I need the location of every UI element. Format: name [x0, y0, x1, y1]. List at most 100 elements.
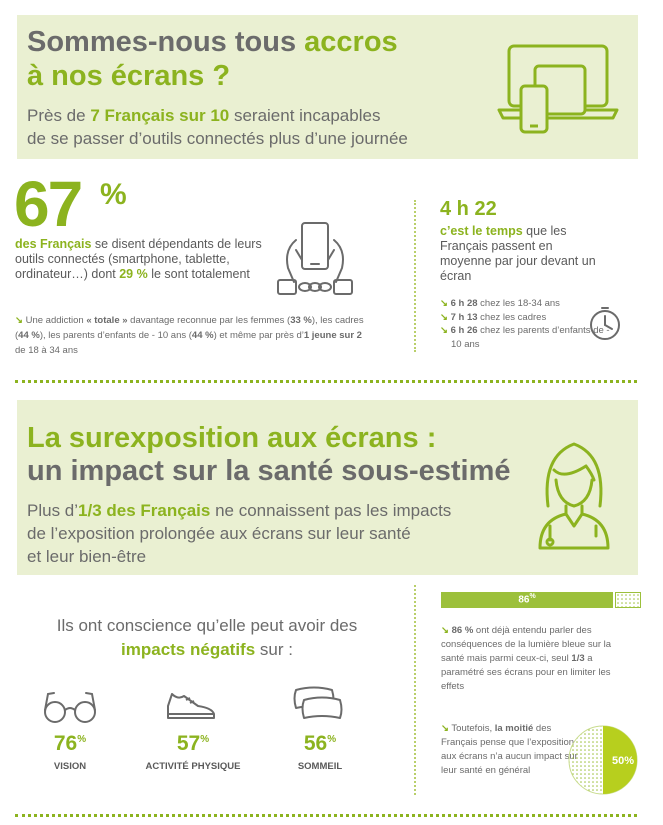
bar-label-unit: %: [529, 593, 536, 600]
time-bold: c’est le temps: [440, 224, 523, 238]
pct-unit: %: [77, 734, 87, 745]
blue-light-text: ↘ 86 % ont déjà entendu parler des consé…: [441, 624, 621, 694]
note-text: de 18 à 34 ans: [15, 345, 78, 356]
half-bold: la moitié: [494, 723, 534, 734]
pct-unit: %: [327, 734, 337, 745]
note-text: ) et même par près d’: [213, 330, 304, 341]
pct-value: 76: [53, 732, 78, 755]
arrow-icon: ↘: [441, 625, 452, 636]
item-bold: 6 h 28: [450, 298, 478, 309]
arrow-icon: ↘: [441, 723, 449, 734]
sub-bold: 1/3 des Français: [78, 501, 211, 520]
half-text: ↘ Toutefois, la moitié des Français pens…: [441, 722, 581, 778]
item-bold: 7 h 13: [450, 311, 478, 323]
half-pre: Toutefois,: [448, 723, 495, 734]
section1-subtitle: Près de 7 Français sur 10 seraient incap…: [27, 104, 408, 150]
half-desc: des Français pense que l’exposition aux …: [441, 723, 578, 776]
note-bold: 1 jeune sur 2: [303, 330, 362, 341]
pct-value: 57: [176, 732, 201, 755]
half-pie-chart: 50%: [568, 725, 638, 795]
title-line2: un impact sur la santé sous-estimé: [27, 455, 511, 487]
section2-title: La surexposition aux écrans : un impact …: [27, 422, 510, 488]
bl-bold: 86 %: [451, 625, 474, 636]
note-bold: 33 %: [290, 315, 312, 326]
pct-unit: %: [200, 734, 210, 745]
title-accent: accros: [304, 26, 398, 58]
stat-text: le sont totalement: [147, 267, 250, 281]
time-list: ↘ 6 h 28 chez les 18-34 ans ↘ 7 h 13 che…: [440, 297, 610, 351]
stat-bold: 29 %: [119, 267, 148, 281]
item-bold: 6 h 26: [450, 325, 478, 336]
bar-label: 86%: [441, 593, 613, 605]
bl-text: ont déjà entendu parler des conséquences…: [441, 625, 612, 664]
pie-label: 50%: [612, 755, 634, 767]
bar-label-value: 86: [518, 594, 530, 606]
aware-line2: impacts négatifs sur :: [22, 638, 392, 662]
aware-post: sur :: [255, 640, 293, 659]
clock-icon: [590, 307, 620, 340]
health-banner: [17, 400, 638, 575]
sub-text: de l’exposition prolongée aux écrans sur…: [27, 524, 411, 543]
sub-text: de se passer d’outils connectés plus d’u…: [27, 129, 408, 148]
impact-activity-label: ACTIVITÉ PHYSIQUE: [145, 761, 241, 772]
sub-text: seraient incapables: [229, 106, 381, 125]
stat-67-value: 67: [14, 168, 83, 240]
time-desc: que les Français passent en moyenne par …: [440, 224, 596, 283]
note-bold: « totale »: [86, 315, 128, 326]
bl-bold: 1/3: [571, 653, 585, 664]
list-item: ↘ 6 h 26 chez les parents d’enfants de -…: [440, 324, 610, 351]
sub-text: ne connaissent pas les impacts: [210, 501, 452, 520]
time-text: c’est le temps que les Français passent …: [440, 224, 600, 284]
item-text: chez les cadres: [477, 311, 547, 323]
item-text: chez les parents d’enfants de - 10 ans: [451, 325, 610, 350]
arrow-icon: ↘: [440, 311, 451, 323]
bottom-divider: [15, 814, 637, 817]
stat-67-text: des Français se disent dépendants de leu…: [15, 237, 265, 282]
arrow-icon: ↘: [15, 315, 23, 326]
bar-remainder: [615, 592, 641, 608]
sub-text: Près de: [27, 106, 91, 125]
title-line1: La surexposition aux écrans :: [27, 422, 437, 454]
section1-title: Sommes-nous tous accros à nos écrans ?: [27, 25, 398, 93]
item-text: chez les 18-34 ans: [477, 298, 560, 309]
note-text: davantage reconnue par les femmes (: [127, 315, 291, 326]
stat-text: se disent dépendants de leurs outils con…: [15, 237, 262, 281]
impact-sleep-value: 56%: [275, 732, 365, 756]
sub-text: et leur bien-être: [27, 547, 147, 566]
doctor-icon: [538, 442, 610, 550]
sub-bold: 7 Français sur 10: [90, 106, 230, 125]
bl-text: a paramétré ses écrans pour en limiter l…: [441, 653, 611, 692]
pct-value: 56: [303, 732, 328, 755]
bar-fill: [441, 592, 613, 608]
title-part: Sommes-nous tous: [27, 26, 305, 58]
blue-light-bar: 86%: [441, 592, 641, 608]
note-bold: 44 %: [18, 330, 40, 341]
vertical-divider: [414, 585, 416, 795]
impact-vision-value: 76%: [25, 732, 115, 756]
impact-activity-value: 57%: [138, 732, 248, 756]
arrow-icon: ↘: [440, 325, 451, 336]
stat-bold: des Français: [15, 237, 92, 251]
section-divider: [15, 380, 637, 383]
section2-subtitle: Plus d’1/3 des Français ne connaissent p…: [27, 499, 451, 568]
pillows-icon: [293, 686, 343, 719]
note-text: ), les cadres (: [15, 315, 364, 341]
list-item: ↘ 7 h 13 chez les cadres: [440, 311, 610, 325]
sneaker-icon: [167, 693, 215, 719]
vertical-divider: [414, 200, 416, 352]
title-line2: à nos écrans ?: [27, 60, 231, 92]
impact-sleep-label: SOMMEIL: [297, 761, 343, 772]
glasses-icon: [44, 692, 96, 723]
impact-vision-label: VISION: [53, 761, 87, 772]
chained-hands-phone-icon: [277, 222, 353, 295]
aware-bold: impacts négatifs: [121, 640, 256, 659]
arrow-icon: ↘: [440, 298, 451, 309]
stat-67-note: ↘ Une addiction « totale » davantage rec…: [15, 313, 375, 358]
note-text: ), les parents d’enfants de - 10 ans (: [39, 330, 192, 341]
aware-line1: Ils ont conscience qu’elle peut avoir de…: [56, 616, 358, 635]
sub-text: Plus d’: [27, 501, 79, 520]
stat-67-percent: %: [100, 178, 127, 211]
pie-slice: [603, 726, 637, 794]
note-text: Une addiction: [22, 315, 87, 326]
list-item: ↘ 6 h 28 chez les 18-34 ans: [440, 297, 610, 311]
